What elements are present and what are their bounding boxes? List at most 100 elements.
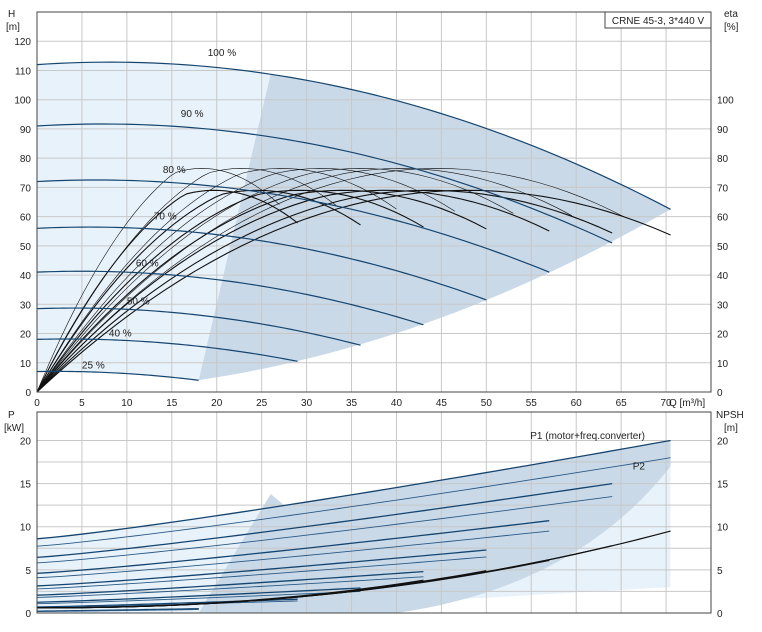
power-npsh-chart: 0 5 10 15 20 0 5 10 15 20 P [kW] NPSH [m] P1 (motor+fr… [4, 410, 744, 620]
power-curve-p1_end [36, 587, 361, 603]
p1-series-label: P1 (motor+freq.converter) [530, 431, 645, 442]
speed-label: 25 % [82, 361, 105, 372]
power-curve-p1_end [36, 482, 613, 559]
power-curve-p2_end [36, 530, 550, 579]
power-curve-p2_end [36, 590, 361, 605]
npsh-curve [36, 579, 424, 609]
efficiency-curve [36, 189, 361, 393]
power-curve-p1_end [36, 439, 671, 540]
y-right-tick-label: 80 [717, 154, 729, 165]
head-flow-chart: 0 5 10 15 20 25 30 35 40 45 50 55 60 65 70 0 10 20 30 40 50 6… [6, 9, 739, 409]
head-curve-25 [36, 370, 199, 381]
y-left-tick-label: 80 [20, 154, 32, 165]
y-left-tick-label: 100 [14, 96, 31, 107]
y-right-tick-label: 40 [717, 271, 729, 282]
power-curve-p2_end [36, 556, 487, 590]
x-tick-label: 65 [616, 398, 628, 409]
y-left-tick-label: 10 [20, 359, 32, 370]
y-left-tick-label: 110 [15, 66, 31, 77]
head-curve-50 [36, 307, 361, 346]
y-left-tick-label: 50 [20, 242, 32, 253]
y-left-axis-unit: [m] [6, 22, 20, 33]
power-curve-p1_end [36, 549, 487, 587]
y-left-tick-label: 120 [14, 37, 31, 48]
power-curve-p2_end [36, 496, 613, 564]
x-tick-label: 15 [166, 398, 178, 409]
x-tick-label: 40 [391, 398, 403, 409]
speed-label: 60 % [136, 258, 159, 269]
y-right-tick-label: 20 [717, 330, 729, 341]
power-curve-p1_end [36, 520, 550, 574]
legend-box: CRNE 45-3, 3*440 V [604, 11, 712, 29]
x-tick-label: 70 [661, 398, 673, 409]
y-left-tick-label: 60 [20, 213, 32, 224]
head-curve-60 [36, 270, 424, 326]
power-curves [36, 439, 671, 612]
y-left-tick-label: 0 [25, 388, 31, 399]
x-tick-label: 55 [526, 398, 538, 409]
speed-label: 40 % [109, 328, 132, 339]
efficiency-curve [36, 189, 298, 393]
power-curve-p2_end [36, 576, 424, 598]
efficiency-curve [36, 189, 550, 393]
y-right-axis-title: eta [724, 9, 738, 20]
power-curve-p2_end [36, 609, 199, 612]
y-right-tick-label: 90 [717, 125, 729, 136]
efficiency-curve [36, 168, 456, 393]
legend-box-frame [604, 11, 712, 29]
power-curve-p1_end [36, 570, 424, 596]
head-curve-80 [36, 179, 550, 273]
y-right-axis-unit: [%] [724, 22, 739, 33]
head-curve-100 [36, 61, 671, 210]
efficiency-curve [36, 168, 280, 393]
npsh-curves [36, 530, 671, 609]
x-tick-label: 45 [436, 398, 448, 409]
y-left-tick-label: 70 [20, 183, 32, 194]
x-tick-label: 50 [481, 398, 493, 409]
speed-label: 100 % [208, 48, 236, 59]
speed-label: 80 % [163, 165, 186, 176]
y-right-tick-label: 20 [717, 436, 729, 447]
speed-label: 50 % [127, 296, 150, 307]
bottom-plot-frame [36, 411, 712, 614]
y-right-axis-title: NPSH [716, 410, 744, 421]
efficiency-curve [36, 168, 627, 393]
speed-label: 90 % [181, 109, 204, 120]
y-right-tick-label: 15 [717, 480, 729, 491]
x-tick-label: 20 [211, 398, 223, 409]
y-right-tick-label: 10 [717, 523, 729, 534]
y-right-tick-label: 60 [717, 213, 729, 224]
y-right-axis-unit: [m] [724, 423, 738, 434]
x-tick-label: 30 [301, 398, 313, 409]
y-left-axis-title: H [8, 9, 15, 20]
y-right-tick-label: 5 [717, 566, 723, 577]
y-right-tick-label: 0 [717, 388, 723, 399]
y-left-tick-label: 90 [20, 125, 32, 136]
head-curves [36, 61, 671, 381]
power-curve-p2_end [36, 457, 671, 547]
y-right-tick-label: 10 [717, 359, 729, 370]
x-tick-label: 35 [346, 398, 358, 409]
y-right-tick-label: 30 [717, 300, 729, 311]
y-left-tick-label: 5 [25, 566, 31, 577]
x-tick-label: 10 [121, 398, 133, 409]
y-left-axis-title: P [8, 410, 15, 421]
y-left-tick-label: 0 [25, 609, 31, 620]
y-right-tick-label: 100 [717, 96, 734, 107]
efficiency-curve [36, 189, 671, 393]
efficiency-curve [36, 189, 424, 393]
y-right-tick-label: 70 [717, 183, 729, 194]
speed-label: 70 % [154, 212, 177, 223]
y-left-tick-label: 15 [20, 480, 32, 491]
efficiency-curves [36, 168, 671, 393]
x-tick-label: 0 [34, 398, 40, 409]
top-plot-frame [36, 11, 712, 393]
legend-box-text: CRNE 45-3, 3*440 V [612, 16, 705, 27]
x-tick-label: 60 [571, 398, 583, 409]
p2-series-label: P2 [633, 461, 646, 472]
y-left-tick-label: 40 [20, 271, 32, 282]
efficiency-curve [36, 168, 514, 393]
y-right-tick-label: 0 [717, 609, 723, 620]
